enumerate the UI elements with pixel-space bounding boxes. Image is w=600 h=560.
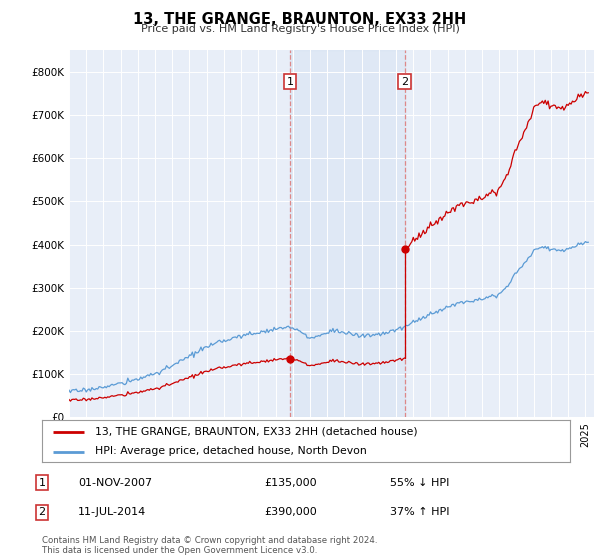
Text: £390,000: £390,000 <box>264 507 317 517</box>
Text: 1: 1 <box>286 77 293 87</box>
Text: Contains HM Land Registry data © Crown copyright and database right 2024.
This d: Contains HM Land Registry data © Crown c… <box>42 536 377 556</box>
Text: HPI: Average price, detached house, North Devon: HPI: Average price, detached house, Nort… <box>95 446 367 456</box>
Text: £135,000: £135,000 <box>264 478 317 488</box>
Text: 2: 2 <box>401 77 408 87</box>
Bar <box>290 50 404 417</box>
Text: 01-NOV-2007: 01-NOV-2007 <box>78 478 152 488</box>
Text: 2: 2 <box>38 507 46 517</box>
Text: Price paid vs. HM Land Registry's House Price Index (HPI): Price paid vs. HM Land Registry's House … <box>140 24 460 34</box>
Text: 37% ↑ HPI: 37% ↑ HPI <box>390 507 449 517</box>
Text: 55% ↓ HPI: 55% ↓ HPI <box>390 478 449 488</box>
Text: 1: 1 <box>38 478 46 488</box>
Text: 13, THE GRANGE, BRAUNTON, EX33 2HH: 13, THE GRANGE, BRAUNTON, EX33 2HH <box>133 12 467 27</box>
Text: 13, THE GRANGE, BRAUNTON, EX33 2HH (detached house): 13, THE GRANGE, BRAUNTON, EX33 2HH (deta… <box>95 427 418 437</box>
Text: 11-JUL-2014: 11-JUL-2014 <box>78 507 146 517</box>
